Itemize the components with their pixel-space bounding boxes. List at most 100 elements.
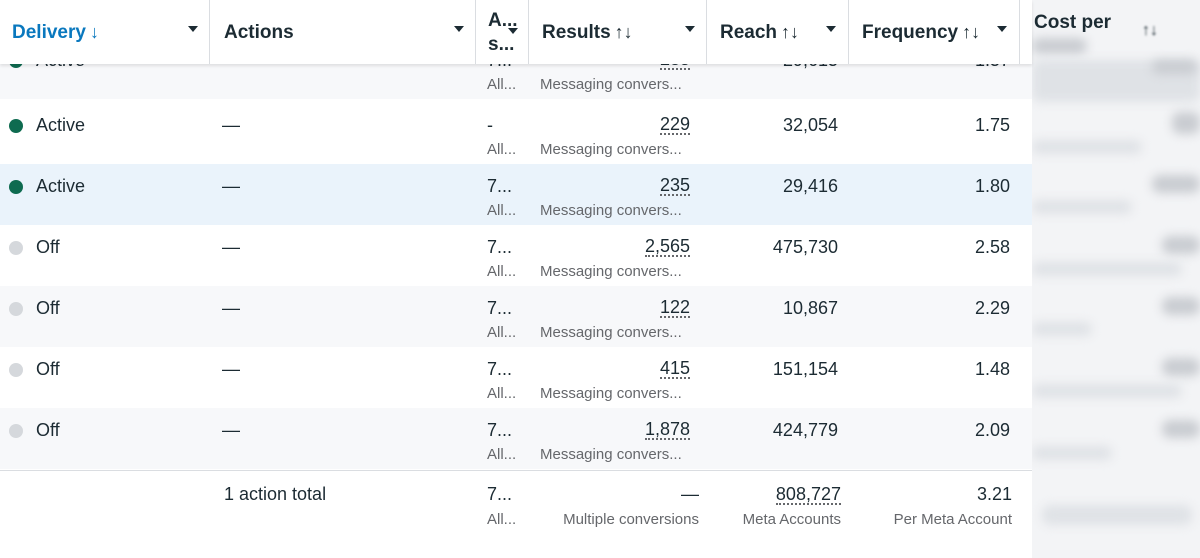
chevron-down-icon[interactable] [454,26,464,32]
blurred-content [1032,262,1182,276]
row-actions: — [222,115,240,135]
blurred-content [1042,505,1192,525]
reach-header-label: Reach [720,22,778,43]
column-header-actions[interactable]: Actions [210,0,476,64]
row-frequency: 1.48 [974,359,1010,379]
attribution-header-line1: A... [488,10,518,31]
column-header-reach[interactable]: Reach ↑↓ [707,0,849,64]
row-results[interactable]: 122 [659,297,690,318]
row-attribution: 7... [487,176,513,196]
row-attribution-sub: All... [487,385,517,402]
row-attribution-sub: All... [487,324,517,341]
blurred-content [1172,112,1200,134]
frequency-header-label: Frequency [862,22,959,43]
table-row[interactable]: Active — 7... All... 235 Messaging convers...… [0,164,1032,225]
row-frequency: 1.80 [974,176,1010,196]
row-results[interactable]: 1,878 [644,419,690,440]
sort-icon[interactable]: ↑↓ [1142,22,1158,39]
row-reach: 29,416 [782,176,838,196]
footer-reach[interactable]: 808,727 [775,484,841,505]
row-results-sub: Messaging convers... [540,385,682,402]
table-row[interactable]: Off — 7... All... 2,565 Messaging convers... 4… [0,225,1032,286]
row-actions: — [222,176,240,196]
column-header-results[interactable]: Results ↑↓ [529,0,707,64]
status-dot-icon [9,241,23,255]
row-results[interactable]: 2,565 [644,236,690,257]
blurred-content [1032,200,1132,214]
row-attribution: 7... [487,420,513,440]
sort-icon[interactable]: ↑↓ [781,22,800,42]
row-reach: 32,054 [782,115,838,135]
table-row[interactable]: Off — 7... All... 415 Messaging convers... 151… [0,347,1032,408]
sort-descending-icon[interactable]: ↓ [89,22,99,42]
row-results-sub: Messaging convers... [540,324,682,341]
chevron-down-icon[interactable] [826,26,836,32]
delivery-status: Off [36,237,60,257]
table-row[interactable]: Active — - All... 229 Messaging convers... 32,… [0,103,1032,164]
sort-icon[interactable]: ↑↓ [614,22,633,42]
blurred-content [1152,175,1200,193]
row-attribution-sub: All... [487,76,517,93]
sort-icon[interactable]: ↑↓ [962,22,981,42]
attribution-header-line2: s... [488,34,515,55]
row-results-sub: Messaging convers... [540,141,682,158]
status-dot-icon [9,363,23,377]
ads-table: Delivery ↓ Actions A... s... Results ↑↓ Re… [0,0,1032,528]
row-actions: — [222,237,240,257]
footer-frequency-sub: Per Meta Account [893,511,1012,528]
chevron-down-icon[interactable] [685,26,695,32]
row-results[interactable]: 229 [659,114,690,135]
blurred-content [1032,322,1092,336]
table-header: Delivery ↓ Actions A... s... Results ↑↓ Re… [0,0,1032,64]
row-results-sub: Messaging convers... [540,263,682,280]
row-frequency: 1.75 [974,115,1010,135]
chevron-down-icon[interactable] [188,26,198,32]
table-row[interactable]: Off — 7... All... 1,878 Messaging convers... 4… [0,408,1032,469]
actions-header-label: Actions [224,22,294,43]
blurred-content [1162,236,1200,254]
delivery-status: Off [36,420,60,440]
row-attribution-sub: All... [487,446,517,463]
column-header-attribution[interactable]: A... s... [476,0,529,64]
row-attribution: 7... [487,298,513,318]
row-attribution-sub: All... [487,141,517,158]
status-dot-icon [9,119,23,133]
row-results-sub: Messaging convers... [540,202,682,219]
table-row[interactable]: Off — 7... All... 122 Messaging convers... 10,… [0,286,1032,347]
footer-reach-sub: Meta Accounts [742,511,841,528]
row-attribution: 7... [487,359,513,379]
actions-total: 1 action total [224,484,327,504]
row-results-sub: Messaging convers... [540,446,682,463]
footer-results-sub: Multiple conversions [563,511,699,528]
row-frequency: 2.29 [974,298,1010,318]
row-reach: 10,867 [782,298,838,318]
delivery-status: Active [36,176,86,196]
row-actions: — [222,420,240,440]
chevron-down-icon[interactable] [508,28,518,34]
row-actions: — [222,298,240,318]
delivery-header-label: Delivery [12,22,86,43]
footer-attribution-sub: All... [487,511,517,528]
blurred-content [1032,446,1112,460]
blurred-content [1162,297,1200,315]
row-results[interactable]: 235 [659,175,690,196]
row-frequency: 2.09 [974,420,1010,440]
column-header-frequency[interactable]: Frequency ↑↓ [849,0,1020,64]
row-attribution: 7... [487,237,513,257]
row-attribution-sub: All... [487,202,517,219]
column-header-delivery[interactable]: Delivery ↓ [0,0,210,64]
blurred-content [1032,140,1142,154]
footer-frequency: 3.21 [976,484,1012,504]
footer-results: — [681,484,699,504]
status-dot-icon [9,180,23,194]
status-dot-icon [9,424,23,438]
row-attribution-sub: All... [487,263,517,280]
status-dot-icon [9,302,23,316]
row-reach: 151,154 [772,359,838,379]
delivery-status: Off [36,298,60,318]
chevron-down-icon[interactable] [997,26,1007,32]
delivery-status: Active [36,115,86,135]
row-attribution: - [487,115,493,135]
cost-per-column-blurred: Cost per ↑↓ [1032,0,1200,558]
row-results[interactable]: 415 [659,358,690,379]
